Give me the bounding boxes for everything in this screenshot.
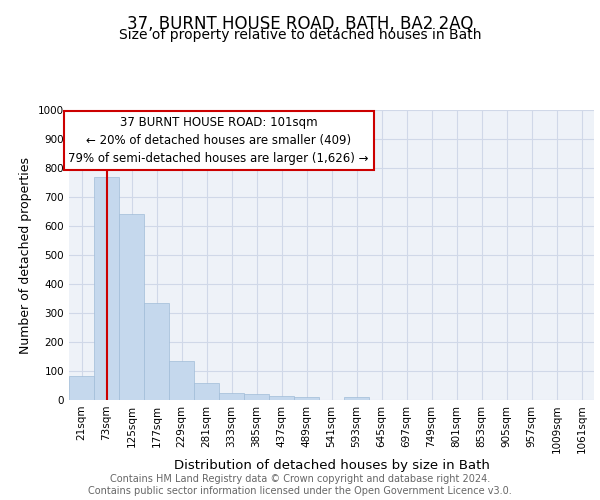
Bar [119, 214, 144, 400]
Bar [294, 397, 319, 400]
Bar [219, 393, 244, 400]
Bar [94, 176, 119, 400]
Bar [69, 376, 94, 400]
Bar [169, 361, 194, 400]
Text: 37 BURNT HOUSE ROAD: 101sqm
← 20% of detached houses are smaller (409)
79% of se: 37 BURNT HOUSE ROAD: 101sqm ← 20% of det… [68, 116, 369, 165]
Text: Size of property relative to detached houses in Bath: Size of property relative to detached ho… [119, 28, 481, 42]
Bar [344, 397, 369, 400]
X-axis label: Distribution of detached houses by size in Bath: Distribution of detached houses by size … [173, 459, 490, 472]
Bar [194, 382, 219, 400]
Bar [144, 303, 169, 400]
Bar [244, 394, 269, 400]
Text: 37, BURNT HOUSE ROAD, BATH, BA2 2AQ: 37, BURNT HOUSE ROAD, BATH, BA2 2AQ [127, 15, 473, 33]
Bar [269, 396, 294, 400]
Y-axis label: Number of detached properties: Number of detached properties [19, 156, 32, 354]
Text: Contains HM Land Registry data © Crown copyright and database right 2024.
Contai: Contains HM Land Registry data © Crown c… [88, 474, 512, 496]
